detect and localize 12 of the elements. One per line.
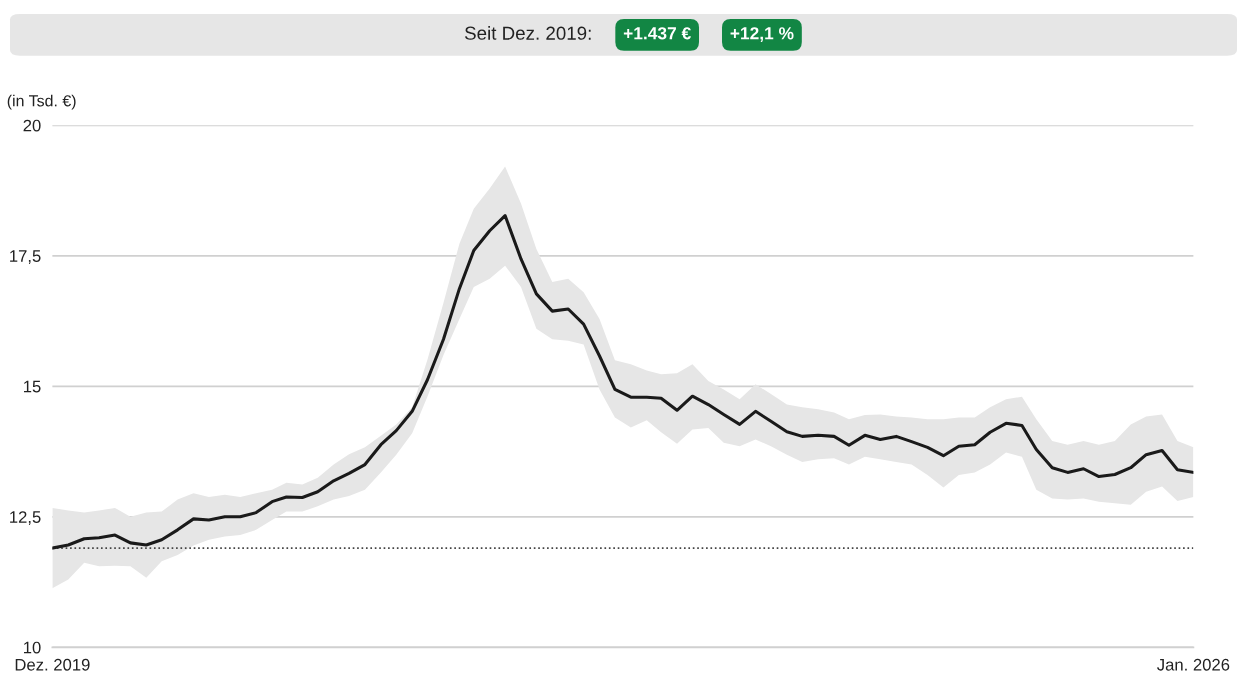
y-tick-label: 15 <box>24 380 41 393</box>
x-tick-label: Jan. 2026 <box>1157 658 1230 671</box>
line-series <box>52 214 1194 550</box>
y-axis-title: (in Tsd. €) <box>7 94 76 110</box>
text: +12,1 % <box>730 27 794 42</box>
x-tick-label: Dez. 2019 <box>15 658 90 671</box>
y-tick-label: 17,5 <box>10 250 41 264</box>
text: Seit Dez. 2019: <box>464 26 591 40</box>
y-tick-label: 12,5 <box>10 511 41 525</box>
y-tick-label: 20 <box>23 119 41 132</box>
y-tick-label: 10 <box>24 641 41 654</box>
text: +1.437 € <box>623 27 691 40</box>
